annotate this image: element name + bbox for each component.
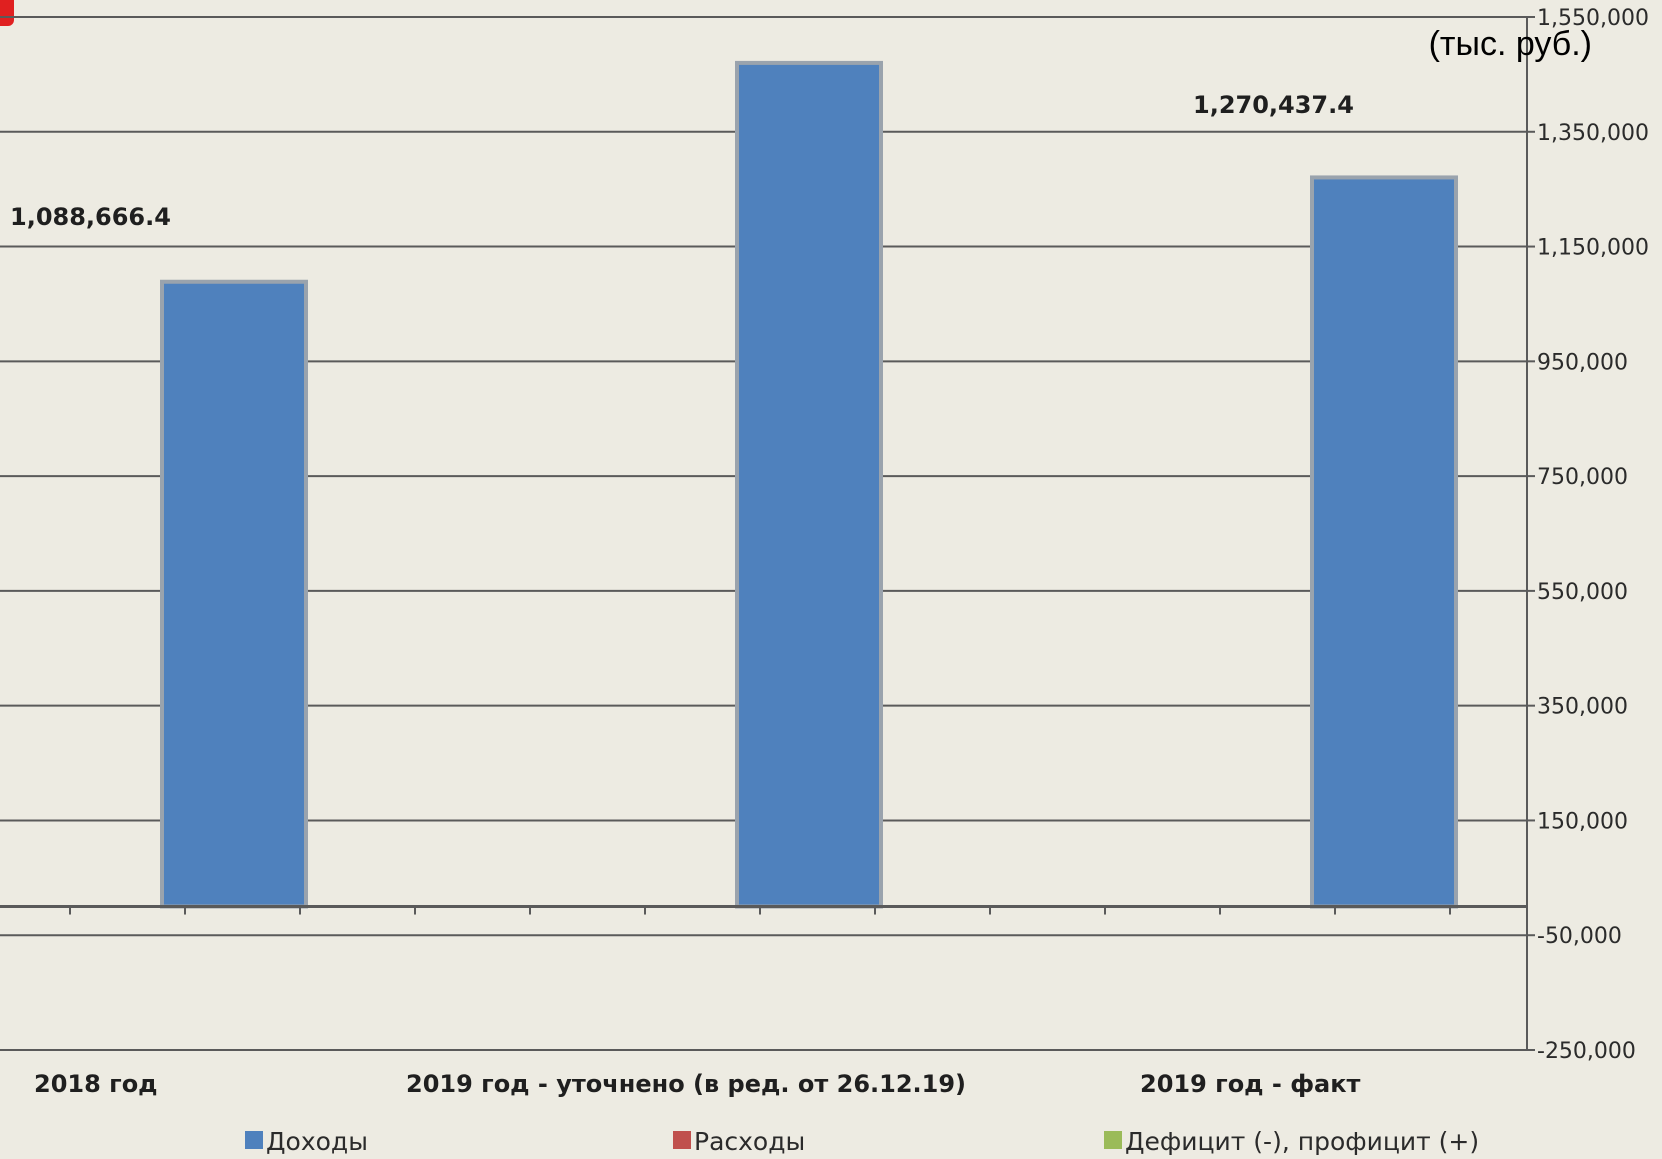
category-label: 2019 год - факт: [1140, 1070, 1361, 1098]
data-label: 1,270,437.4: [1193, 91, 1354, 119]
y-tick-label: -250,000: [1537, 1039, 1636, 1064]
y-tick-label: -50,000: [1537, 924, 1622, 949]
legend-label: Доходы: [266, 1127, 368, 1156]
y-tick-label: 1,350,000: [1537, 121, 1649, 146]
data-label: 1,088,666.4: [10, 203, 171, 231]
y-tick-label: 550,000: [1537, 580, 1628, 605]
bar: [160, 279, 308, 909]
legend-label: Дефицит (-), профицит (+): [1125, 1127, 1479, 1156]
y-tick-label: 1,150,000: [1537, 236, 1649, 261]
legend: Доходы Расходы Дефицит (-), профицит (+): [245, 1127, 1479, 1156]
legend-swatch: [673, 1131, 691, 1149]
legend-label: Расходы: [694, 1127, 805, 1156]
legend-swatch: [245, 1131, 263, 1149]
y-tick-label: 150,000: [1537, 809, 1628, 834]
bars: [160, 60, 1458, 909]
red-marker: [0, 0, 14, 26]
category-label: 2019 год - уточнено (в ред. от 26.12.19): [406, 1070, 966, 1098]
labels: 1,088,666.4 1,270,437.4 2018 год 2019 год -…: [10, 91, 1361, 1098]
unit-label: (тыс. руб.): [1429, 25, 1592, 63]
y-tick-label: 750,000: [1537, 465, 1628, 490]
y-tick-label: 1,550,000: [1537, 6, 1649, 31]
axes: 1,550,000 1,350,000 1,150,000 950,000 750,00…: [0, 6, 1649, 1064]
y-tick-label: 350,000: [1537, 695, 1628, 720]
bar: [735, 60, 883, 909]
bar: [1310, 175, 1458, 909]
y-tick-label: 950,000: [1537, 350, 1628, 375]
legend-swatch: [1104, 1131, 1122, 1149]
category-label: 2018 год: [34, 1070, 158, 1098]
